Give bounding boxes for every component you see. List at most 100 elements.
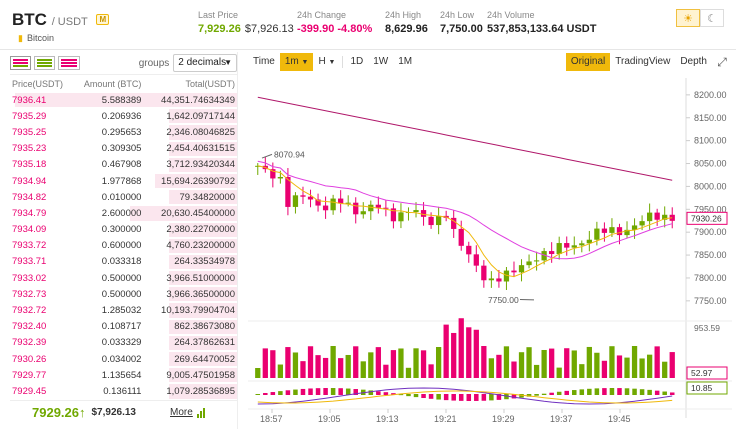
orderbook-row[interactable]: 7933.71 0.033318 264.33534978 (10, 254, 237, 270)
stat-24h-low: 24h Low 7,750.00 (440, 10, 483, 35)
caret-down-icon: ▼ (301, 59, 309, 66)
orderbook-row[interactable]: 7930.26 0.034002 269.64470052 (10, 351, 237, 367)
orderbook-row[interactable]: 7934.79 2.600000 20,630.45400000 (10, 205, 237, 221)
view-depth[interactable]: Depth (680, 56, 707, 67)
view-asks-icon[interactable] (58, 56, 80, 70)
interval-1w[interactable]: 1W (373, 56, 389, 67)
more-link[interactable]: More (170, 407, 193, 418)
candle-body (511, 270, 517, 273)
coin-name[interactable]: ▮ Bitcoin (18, 33, 54, 43)
interval-hour[interactable]: H ▼ (318, 56, 336, 67)
depth-bar (168, 109, 237, 124)
macd-bar (556, 391, 562, 395)
signal-line (257, 390, 673, 404)
bars-icon[interactable] (196, 407, 206, 418)
groups-select[interactable]: 2 decimals ▼ (173, 54, 237, 72)
macd-bar (263, 393, 268, 395)
moon-icon[interactable]: ☾ (700, 9, 724, 27)
macd-bar (564, 390, 569, 395)
high-marker-line (261, 153, 273, 159)
y-tick-label: 8200.00 (694, 90, 727, 100)
macd-bar (489, 394, 494, 401)
interval-1m[interactable]: 1m ▼ (279, 53, 314, 71)
orderbook-row[interactable]: 7932.72 1.285032 10,193.79904704 (10, 302, 237, 318)
volume-bar (428, 364, 434, 378)
candle-body (503, 270, 510, 282)
volume-bar (443, 324, 449, 378)
orderbook-header: Price(USDT) Amount (BTC) Total(USDT) (10, 74, 237, 92)
pair-title[interactable]: BTC / USDT M (12, 10, 110, 30)
orderbook-row[interactable]: 7935.29 0.206936 1,642.09717144 (10, 108, 237, 124)
macd-bar (451, 394, 456, 401)
candlestick-chart[interactable]: 8200.00 8150.00 8100.00 8050.00 8000.00 7950.… (248, 78, 732, 429)
view-both-icon[interactable] (10, 56, 32, 70)
orderbook-row[interactable]: 7935.23 0.309305 2,454.40631515 (10, 141, 237, 157)
depth-bar (168, 157, 237, 172)
row-total: 2,380.22700000 (166, 224, 235, 236)
volume-bar (458, 318, 464, 378)
volume-bar (579, 364, 585, 378)
orderbook-row[interactable]: 7935.25 0.295653 2,346.08046825 (10, 124, 237, 140)
volume-bar (345, 354, 351, 378)
sun-icon[interactable]: ☀ (676, 9, 700, 27)
macd-bar (662, 391, 667, 395)
candle-body (466, 245, 472, 255)
candle-body (571, 245, 577, 248)
view-bids-icon[interactable] (34, 56, 56, 70)
candle-body (541, 251, 547, 261)
volume-bar (338, 358, 344, 378)
orderbook-row[interactable]: 7932.73 0.500000 3,966.36500000 (10, 286, 237, 302)
candle-body (496, 278, 502, 282)
candle-body (270, 169, 276, 179)
macd-bar (368, 390, 374, 395)
orderbook-row[interactable]: 7929.45 0.136111 1,079.28536895 (10, 383, 237, 399)
candle-body (624, 229, 630, 236)
orderbook-row[interactable]: 7934.82 0.010000 79.34820000 (10, 189, 237, 205)
orderbook-row[interactable]: 7934.09 0.300000 2,380.22700000 (10, 222, 237, 238)
row-total: 1,642.09717144 (166, 110, 235, 122)
y-tick-label: 8150.00 (694, 113, 727, 123)
interval-1mo[interactable]: 1M (398, 56, 413, 67)
depth-bar (168, 254, 237, 270)
row-total: 3,712.93420344 (166, 159, 235, 171)
y-tick-label: 8100.00 (694, 136, 727, 146)
macd-bar (579, 389, 585, 395)
candle-body (646, 212, 653, 222)
volume-bar (571, 350, 577, 378)
row-price: 7929.77 (12, 369, 47, 381)
orderbook-row[interactable]: 7934.94 1.977868 15,694.26390792 (10, 173, 237, 189)
volume-bar (586, 346, 592, 378)
interval-time[interactable]: Time (253, 56, 275, 67)
caret-down-icon: ▼ (328, 59, 336, 66)
depth-bar (168, 319, 237, 334)
candle-body (549, 251, 555, 255)
depth-bar (168, 335, 237, 350)
orderbook-row[interactable]: 7932.39 0.033329 264.37862631 (10, 335, 237, 351)
y-tick-label: 8000.00 (694, 181, 727, 191)
depth-bar (14, 93, 237, 108)
volume-bar (662, 361, 668, 378)
orderbook-row[interactable]: 7936.41 5.588389 44,351.74634349 (10, 92, 237, 108)
candle-body (375, 204, 381, 208)
orderbook-row[interactable]: 7932.40 0.108717 862.38673080 (10, 319, 237, 335)
row-price: 7934.09 (12, 224, 47, 236)
candle-body (488, 278, 495, 281)
view-tradingview[interactable]: TradingView (615, 56, 671, 67)
orderbook-row[interactable]: 7933.72 0.600000 4,760.23200000 (10, 238, 237, 254)
candle-body (654, 212, 660, 220)
orderbook-row[interactable]: 7935.18 0.467908 3,712.93420344 (10, 157, 237, 173)
candle-body (330, 198, 336, 211)
expand-icon[interactable]: ⤢ (717, 54, 727, 69)
volume-bar (300, 361, 306, 378)
stat-24h-volume: 24h Volume 537,853,133.64 USDT (487, 10, 597, 35)
view-original[interactable]: Original (565, 53, 611, 71)
depth-bar (168, 190, 237, 205)
orderbook-row[interactable]: 7929.77 1.135654 9,005.47501958 (10, 367, 237, 383)
interval-1d[interactable]: 1D (350, 56, 364, 67)
candle-body (526, 261, 532, 266)
change-percent: -4.80% (337, 23, 373, 35)
orderbook-row[interactable]: 7933.02 0.500000 3,966.51000000 (10, 270, 237, 286)
volume-bar (285, 347, 291, 378)
volume-bar (669, 352, 675, 378)
volume-bar (496, 354, 502, 378)
